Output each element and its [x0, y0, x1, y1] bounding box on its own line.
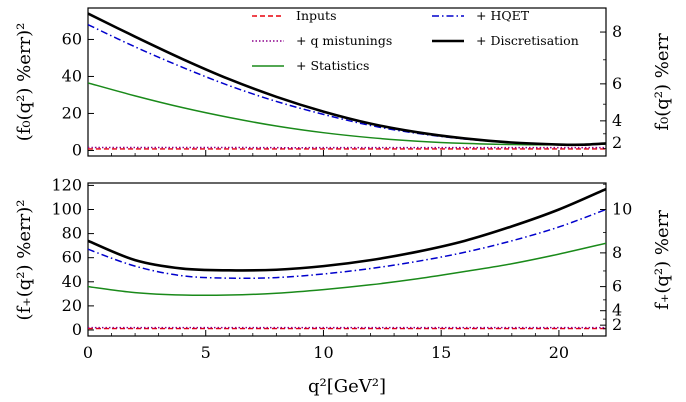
bottom-right-tick-label: 6	[612, 277, 622, 296]
top-series-hqet	[88, 23, 606, 146]
top-ylabel-right: f₀(q²) %err	[652, 33, 673, 131]
top-panel-frame	[87, 7, 607, 157]
top-series-stats	[88, 82, 606, 146]
bottom-ytick-label: 80	[62, 224, 82, 243]
x-tick-label: 0	[83, 343, 93, 362]
top-panel: 0 20 40 60 2 4 6 8 (f₀(q²) %err)² f₀(q²) %err	[14, 7, 673, 159]
top-series-disc	[88, 12, 606, 147]
x-axis-label: q²[GeV²]	[308, 376, 386, 397]
bottom-right-tick-label: 8	[612, 243, 622, 262]
bottom-ylabel: (f₊(q²) %err)²	[14, 200, 35, 321]
bottom-right-tick-label: 10	[612, 200, 632, 219]
legend-label-hqet: + HQET	[476, 8, 530, 23]
bottom-panel-frame	[87, 182, 607, 337]
top-ytick-label: 40	[62, 66, 82, 85]
x-tick-label: 15	[431, 343, 451, 362]
legend-label-inputs: Inputs	[296, 8, 336, 23]
top-ytick-label: 60	[62, 29, 82, 48]
top-right-tick-label: 2	[612, 133, 622, 152]
bottom-ytick-label: 100	[51, 200, 82, 219]
bottom-ytick-label: 40	[62, 272, 82, 291]
top-right-tick-label: 8	[612, 22, 622, 41]
bottom-right-tick-label: 2	[612, 315, 622, 334]
legend-label-qmis: + q mistunings	[296, 33, 392, 48]
bottom-ytick-label: 20	[62, 296, 82, 315]
legend-label-stats: + Statistics	[296, 58, 369, 73]
legend-label-disc: + Discretisation	[476, 33, 579, 48]
legend: Inputs + q mistunings + Statistics + HQET + …	[252, 8, 579, 73]
top-ylabel: (f₀(q²) %err)²	[14, 23, 35, 142]
bottom-ylabel-right: f₊(q²) %err	[652, 210, 673, 310]
top-right-tick-label: 4	[612, 111, 622, 130]
bottom-series-disc	[88, 187, 606, 272]
bottom-ytick-label: 120	[51, 175, 82, 194]
x-tick-label: 20	[549, 343, 569, 362]
top-ytick-label: 0	[72, 140, 82, 159]
bottom-series-stats	[88, 242, 606, 297]
bottom-panel: 0 5 10 15 20 0 20 40 60 80 100 120 24 6 8 10 (f₊(q²) %e…	[14, 175, 673, 362]
x-tick-label: 5	[201, 343, 211, 362]
bottom-ytick-label: 0	[72, 320, 82, 339]
bottom-series-hqet	[88, 208, 606, 280]
top-right-tick-label: 6	[612, 74, 622, 93]
bottom-right-tick-label: 4	[612, 301, 622, 320]
bottom-ytick-label: 60	[62, 248, 82, 267]
top-ytick-label: 20	[62, 103, 82, 122]
x-tick-label: 10	[313, 343, 333, 362]
